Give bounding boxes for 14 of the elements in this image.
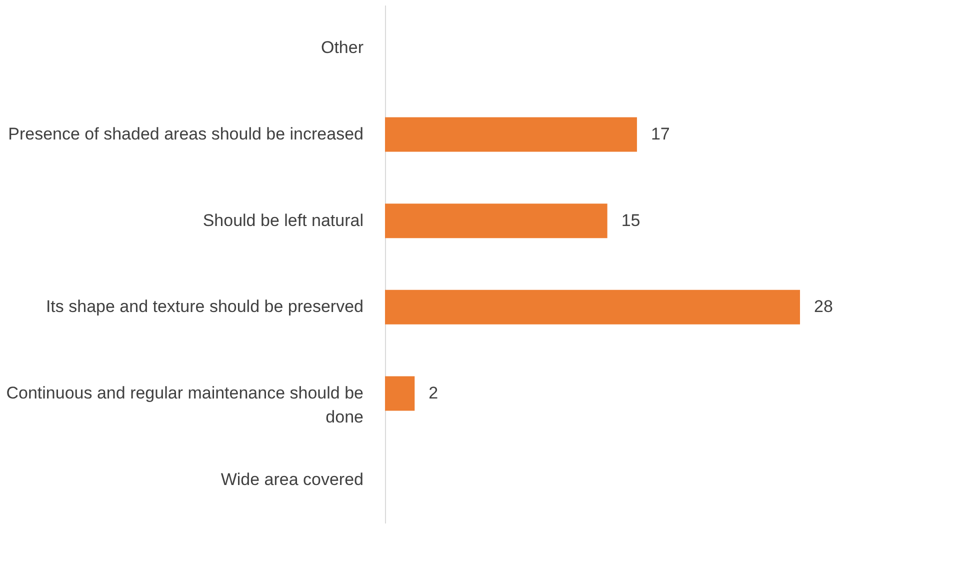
data-label: 15 xyxy=(621,210,640,230)
data-label: 17 xyxy=(650,124,670,144)
bar xyxy=(385,376,415,411)
y-tick-label: Presence of shaded areas should be increased xyxy=(8,124,364,144)
y-tick-label: Wide area covered xyxy=(220,470,364,489)
y-tick-label: Its shape and texture should be preserved xyxy=(46,297,364,316)
bar xyxy=(385,290,800,324)
data-label: 2 xyxy=(428,384,438,402)
data-label: 28 xyxy=(814,297,833,316)
bar xyxy=(385,204,608,238)
y-tick-label: Continuous and regular maintenance should be done xyxy=(6,384,364,426)
y-tick-label: Should be left natural xyxy=(202,210,364,230)
bar xyxy=(385,117,637,152)
y-tick-label: Other xyxy=(320,38,364,58)
